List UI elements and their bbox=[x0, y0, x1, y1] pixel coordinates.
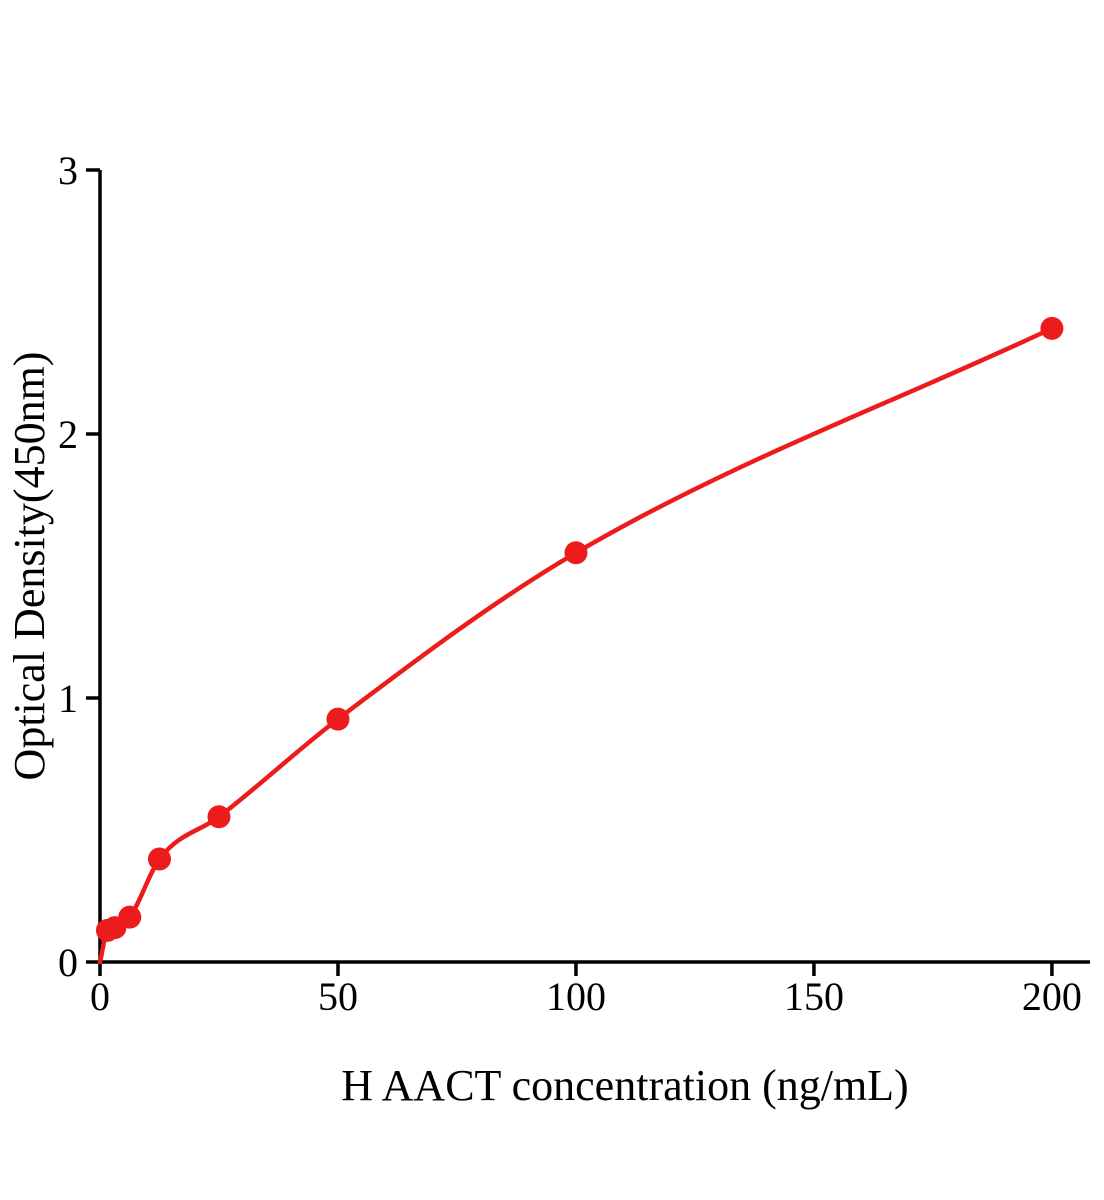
x-axis-label: H AACT concentration (ng/mL) bbox=[341, 1061, 908, 1110]
y-tick-label: 1 bbox=[58, 676, 78, 721]
x-tick-label: 200 bbox=[1022, 974, 1082, 1019]
data-point-marker bbox=[564, 541, 588, 565]
data-point-marker bbox=[118, 905, 142, 929]
x-tick-label: 100 bbox=[546, 974, 606, 1019]
x-tick-label: 150 bbox=[784, 974, 844, 1019]
tick-marks bbox=[86, 168, 1054, 976]
data-point-marker bbox=[326, 707, 350, 731]
fit-curve bbox=[97, 326, 1055, 965]
x-tick-label: 0 bbox=[90, 974, 110, 1019]
y-tick-label: 0 bbox=[58, 940, 78, 985]
data-point-marker bbox=[1040, 316, 1064, 340]
axes bbox=[98, 170, 1090, 964]
x-tick-label: 50 bbox=[318, 974, 358, 1019]
y-tick-label: 2 bbox=[58, 412, 78, 457]
data-point-marker bbox=[207, 805, 231, 829]
data-points bbox=[95, 316, 1064, 942]
tick-labels: 0 50 100 150 200 0 1 2 3 bbox=[58, 148, 1082, 1019]
y-tick-label: 3 bbox=[58, 148, 78, 193]
y-axis-label: Optical Density(450nm) bbox=[5, 352, 54, 781]
data-point-marker bbox=[147, 847, 171, 871]
